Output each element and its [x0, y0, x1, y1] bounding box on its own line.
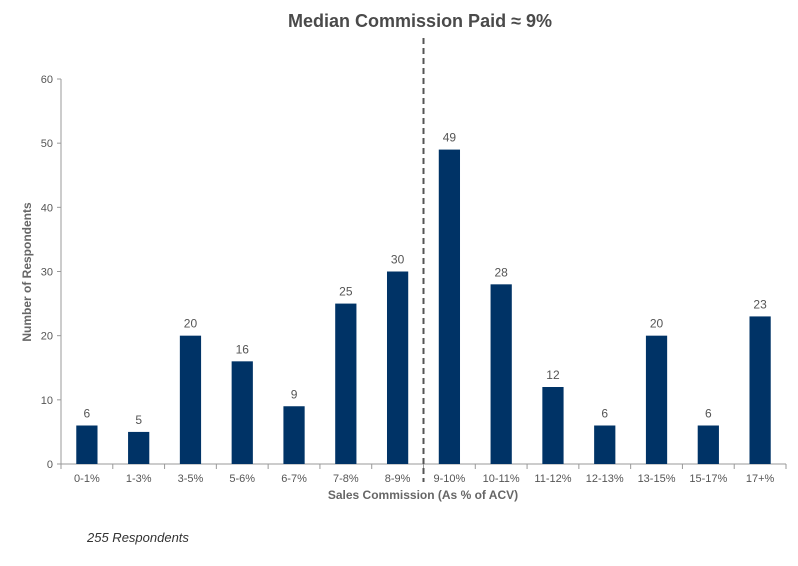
x-tick-label: 17+%: [746, 473, 775, 485]
bar: [128, 431, 150, 464]
data-label: 5: [135, 413, 142, 427]
data-label: 9: [291, 387, 298, 401]
data-label: 20: [184, 317, 198, 331]
respondents-note: 255 Respondents: [87, 530, 189, 545]
data-label: 25: [339, 285, 353, 299]
y-tick-label: 60: [41, 74, 53, 86]
y-axis: 0 10 20 30 40 50 60: [41, 74, 62, 471]
x-tick-label: 11-12%: [534, 473, 571, 485]
x-tick-label: 10-11%: [483, 473, 520, 485]
y-tick-label: 10: [41, 395, 53, 407]
bar: [594, 425, 616, 464]
y-tick-label: 50: [41, 138, 53, 150]
bars: [76, 149, 771, 465]
bar: [438, 149, 461, 465]
data-label: 20: [650, 317, 664, 331]
data-label: 28: [494, 265, 508, 279]
bar: [490, 284, 512, 464]
bar: [386, 271, 409, 464]
x-tick-label: 13-15%: [638, 473, 676, 485]
bar: [179, 335, 202, 464]
y-tick-label: 0: [47, 459, 53, 471]
bar: [542, 387, 564, 464]
bar: [335, 303, 357, 464]
bar: [76, 425, 98, 464]
x-tick-label: 9-10%: [433, 473, 465, 485]
y-tick-label: 20: [41, 331, 53, 343]
data-labels: 6 5 20 16 9 25 30 49 28 12 6 20 6 23: [84, 131, 768, 427]
y-tick-label: 30: [41, 267, 53, 279]
x-axis: 0-1% 1-3% 3-5% 5-6% 6-7% 7-8% 8-9% 9-10% 10-11% 1…: [60, 463, 787, 485]
bar: [697, 425, 719, 464]
x-tick-label: 5-6%: [229, 473, 255, 485]
data-label: 6: [601, 407, 608, 421]
x-axis-label: Sales Commission (As % of ACV): [328, 488, 518, 502]
x-tick-label: 7-8%: [333, 473, 359, 485]
y-tick-label: 40: [41, 202, 53, 214]
x-tick-label: 0-1%: [74, 473, 100, 485]
data-label: 6: [705, 407, 712, 421]
bar: [231, 361, 253, 464]
data-label: 6: [84, 407, 91, 421]
bar: [283, 406, 305, 464]
x-tick-label: 12-13%: [586, 473, 624, 485]
chart-title: Median Commission Paid ≈ 9%: [288, 11, 552, 31]
x-tick-label: 8-9%: [385, 473, 411, 485]
data-label: 30: [391, 253, 405, 267]
x-tick-label: 1-3%: [126, 473, 152, 485]
y-axis-label: Number of Respondents: [20, 202, 34, 342]
x-tick-label: 3-5%: [178, 473, 204, 485]
data-label: 12: [546, 368, 560, 382]
x-tick-label: 6-7%: [281, 473, 307, 485]
x-tick-label: 15-17%: [689, 473, 727, 485]
data-label: 23: [753, 297, 767, 311]
bar: [749, 316, 771, 464]
data-label: 16: [236, 342, 250, 356]
data-label: 49: [443, 131, 457, 145]
bar: [645, 335, 668, 464]
